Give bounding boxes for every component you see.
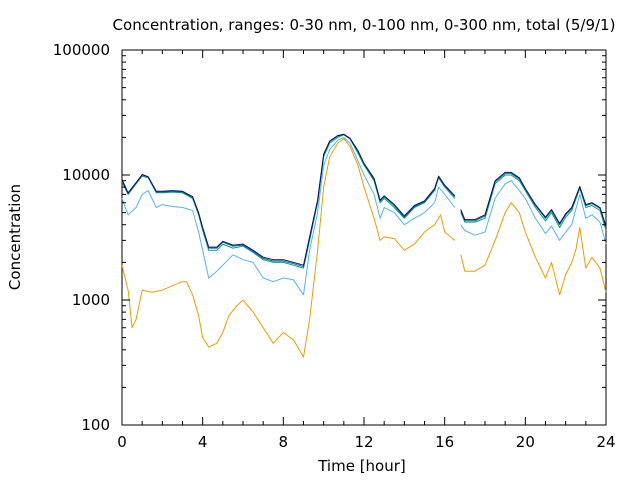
y-tick-label: 100: [81, 416, 110, 434]
y-tick-label: 1000: [72, 291, 110, 309]
series-line-9: [460, 171, 607, 227]
plot-frame: [121, 49, 607, 426]
series-line-1: [460, 202, 607, 296]
series-line-2: [121, 136, 456, 296]
y-axis-label: Concentration: [6, 184, 24, 290]
x-tick-label: 0: [117, 433, 127, 451]
series-line-6: [121, 134, 456, 268]
series-line-3: [460, 180, 607, 245]
series-line-4: [121, 134, 456, 269]
plot-area: 0 4 8 12 16 20 24 100 1000 10000 100000: [53, 41, 616, 451]
x-axis-label: Time [hour]: [317, 457, 406, 475]
y-tick-label: 10000: [62, 166, 110, 184]
x-tick-label: 20: [516, 433, 535, 451]
x-tick-label: 16: [435, 433, 454, 451]
chart-title: Concentration, ranges: 0-30 nm, 0-100 nm…: [113, 16, 616, 34]
x-tick-label: 24: [596, 433, 615, 451]
series-line-5: [460, 174, 607, 231]
x-tick-label: 4: [198, 433, 208, 451]
y-tick-label: 100000: [53, 41, 110, 59]
series-layer: [121, 133, 607, 358]
x-tick-label: 8: [279, 433, 289, 451]
x-tick-label: 12: [354, 433, 373, 451]
ticks-layer: 0 4 8 12 16 20 24 100 1000 10000 100000: [53, 41, 616, 451]
series-line-8: [121, 133, 456, 266]
series-line-0: [121, 138, 456, 358]
